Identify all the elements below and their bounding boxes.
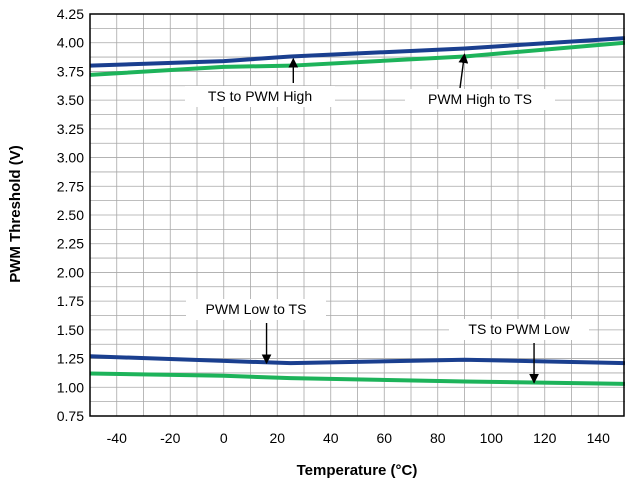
- y-tick-label: 3.00: [57, 150, 84, 166]
- annotation-3: PWM Low to TS: [186, 299, 326, 365]
- x-tick-label: -40: [107, 430, 127, 446]
- annotation-label: TS to PWM Low: [468, 321, 570, 337]
- grid: [90, 14, 625, 416]
- y-tick-label: 3.50: [57, 92, 84, 108]
- y-tick-label: 3.25: [57, 121, 84, 137]
- y-tick-label: 1.75: [57, 293, 84, 309]
- x-tick-label: 40: [323, 430, 339, 446]
- series-line-1: [89, 36, 625, 68]
- x-tick-label: 0: [220, 430, 228, 446]
- annotations: TS to PWM High PWM High to TS PWM Low to T…: [185, 53, 589, 384]
- x-tick-label: -20: [160, 430, 180, 446]
- y-tick-label: 0.75: [57, 408, 84, 424]
- annotation-bg: [185, 86, 335, 107]
- x-tick-labels: -40 -20 0 20 40 60 80 100 120 140: [107, 430, 611, 446]
- y-tick-label: 2.25: [57, 236, 84, 252]
- y-tick-label: 4.25: [57, 6, 84, 22]
- x-tick-label: 20: [269, 430, 285, 446]
- y-tick-label: 2.00: [57, 264, 84, 280]
- annotation-4: TS to PWM Low: [449, 319, 589, 384]
- annotation-1: TS to PWM High: [185, 57, 335, 107]
- x-tick-label: 140: [587, 430, 611, 446]
- series-line-4: [89, 371, 625, 386]
- annotation-label: PWM Low to TS: [206, 301, 307, 317]
- x-tick-label: 60: [376, 430, 392, 446]
- y-tick-label: 4.00: [57, 35, 84, 51]
- annotation-label: PWM High to TS: [428, 91, 532, 107]
- y-tick-label: 1.50: [57, 322, 84, 338]
- annotation-2: PWM High to TS: [405, 53, 555, 110]
- plot-frame: [89, 13, 625, 417]
- y-tick-label: 2.75: [57, 178, 84, 194]
- y-tick-label: 1.00: [57, 379, 84, 395]
- annotation-bg: [186, 299, 326, 320]
- annotation-arrow: [458, 53, 469, 89]
- annotation-label: TS to PWM High: [208, 88, 312, 104]
- y-tick-label: 1.25: [57, 351, 84, 367]
- y-tick-label: 3.75: [57, 63, 84, 79]
- annotation-bg: [449, 319, 589, 340]
- x-tick-label: 80: [430, 430, 446, 446]
- y-tick-labels: 0.75 1.00 1.25 1.50 1.75 2.00 2.25 2.50 2.75 3.00…: [57, 6, 84, 424]
- x-axis-title: Temperature (°C): [297, 462, 418, 479]
- y-axis-title: PWM Threshold (V): [7, 145, 24, 283]
- series-line-3: [89, 354, 625, 366]
- x-tick-label: 120: [533, 430, 557, 446]
- y-tick-label: 2.50: [57, 207, 84, 223]
- annotation-bg: [405, 89, 555, 110]
- x-tick-label: 100: [480, 430, 504, 446]
